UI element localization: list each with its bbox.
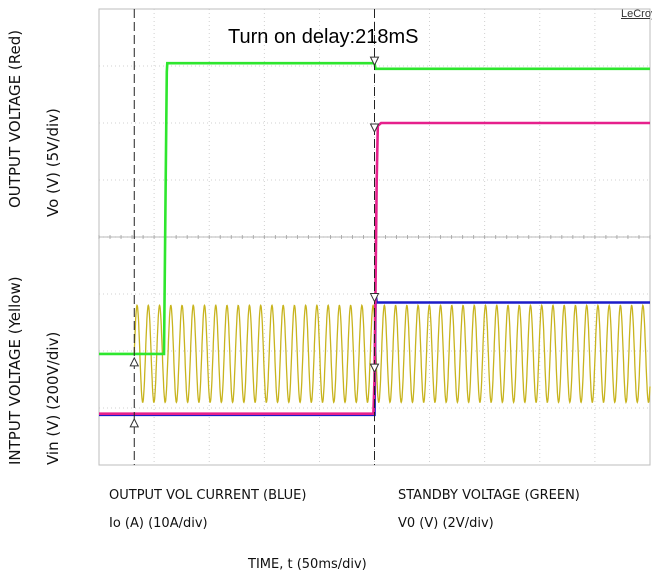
brand-logo: LeCroy <box>621 8 652 20</box>
bottom-label-standby-2: V0 (V) (2V/div) <box>398 516 494 531</box>
y-label-input-1: INTPUT VOLTAGE (Yellow) <box>6 276 24 465</box>
bottom-label-current-2: Io (A) (10A/div) <box>109 516 208 531</box>
bottom-label-current-1: OUTPUT VOL CURRENT (BLUE) <box>109 488 306 503</box>
bottom-label-standby-1: STANDBY VOLTAGE (GREEN) <box>398 488 580 503</box>
y-label-input-2: Vin (V) (200V/div) <box>44 332 62 465</box>
chart-title: Turn on delay:218mS <box>228 26 418 49</box>
x-axis-label: TIME, t (50ms/div) <box>248 557 367 572</box>
y-label-output-1: OUTPUT VOLTAGE (Red) <box>6 30 24 208</box>
y-label-output-2: Vo (V) (5V/div) <box>44 108 62 217</box>
